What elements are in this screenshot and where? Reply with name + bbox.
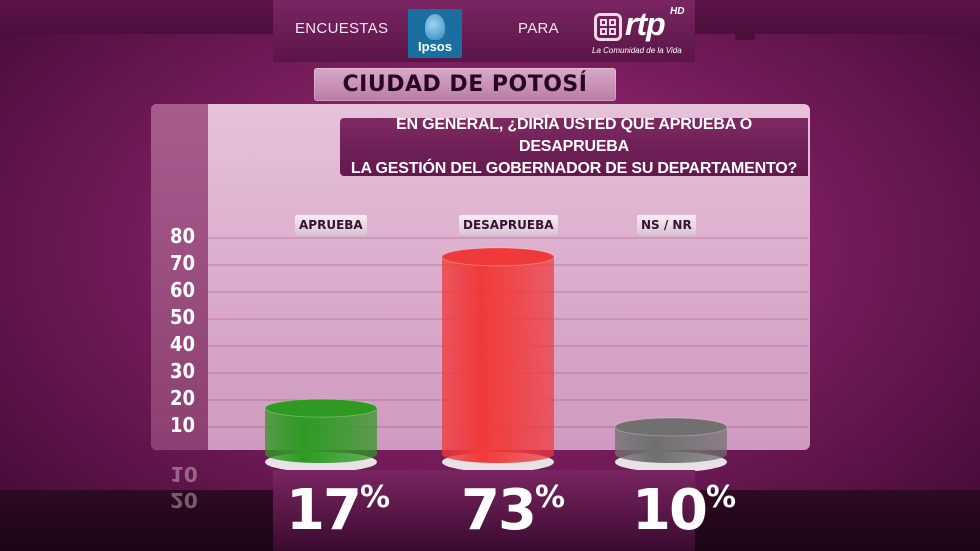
question-line-2: LA GESTIÓN DEL GOBERNADOR DE SU DEPARTAM… (350, 160, 798, 177)
chart-panel-axis-strip (151, 104, 208, 450)
rtp-logo-text: rtp (625, 6, 666, 42)
rtp-logo-icon (594, 13, 622, 41)
category-label-desaprueba: DESAPRUEBA (459, 215, 558, 235)
bar-body-nsnr (615, 427, 727, 463)
rtp-tagline: La Comunidad de la Vida (592, 46, 682, 55)
header-accent (735, 34, 755, 40)
y-tick-20: 20 (170, 386, 196, 410)
header-panel (273, 0, 695, 62)
ipsos-logo: Ipsos (408, 9, 462, 58)
encuestas-label: ENCUESTAS (295, 20, 389, 37)
city-title: CIUDAD DE POTOSÍ (314, 68, 616, 101)
para-label: PARA (518, 20, 559, 37)
category-label-aprueba: APRUEBA (295, 215, 367, 235)
bar-body-aprueba (265, 408, 377, 463)
y-tick-50: 50 (170, 305, 196, 329)
y-tick-70: 70 (170, 251, 196, 275)
question-box: EN GENERAL, ¿DIRÍA USTED QUE APRUEBA O D… (340, 116, 808, 177)
bottom-panel (273, 470, 695, 551)
bar-aprueba (264, 398, 378, 472)
bar-top-nsnr (614, 417, 728, 437)
bar-body-desaprueba (442, 256, 554, 463)
value-label-nsnr: 10% (632, 478, 736, 543)
question-line-1: EN GENERAL, ¿DIRÍA USTED QUE APRUEBA O D… (396, 116, 752, 155)
y-tick-30: 30 (170, 359, 196, 383)
y-tick-80: 80 (170, 224, 196, 248)
reflected-tick-10: 10 (170, 462, 198, 486)
value-label-desaprueba: 73% (461, 478, 565, 543)
bar-nsnr (614, 417, 728, 472)
bar-desaprueba (441, 247, 555, 472)
ipsos-logo-text: Ipsos (418, 39, 452, 54)
ipsos-head-icon (425, 14, 445, 40)
value-label-aprueba: 17% (286, 478, 390, 543)
rtp-hd-badge: HD (670, 6, 685, 17)
reflected-tick-20: 20 (170, 488, 198, 512)
bar-top-desaprueba (441, 247, 555, 267)
y-tick-60: 60 (170, 278, 196, 302)
bar-top-aprueba (264, 398, 378, 418)
y-tick-10: 10 (170, 413, 196, 437)
category-label-nsnr: NS / NR (637, 215, 696, 235)
y-tick-40: 40 (170, 332, 196, 356)
